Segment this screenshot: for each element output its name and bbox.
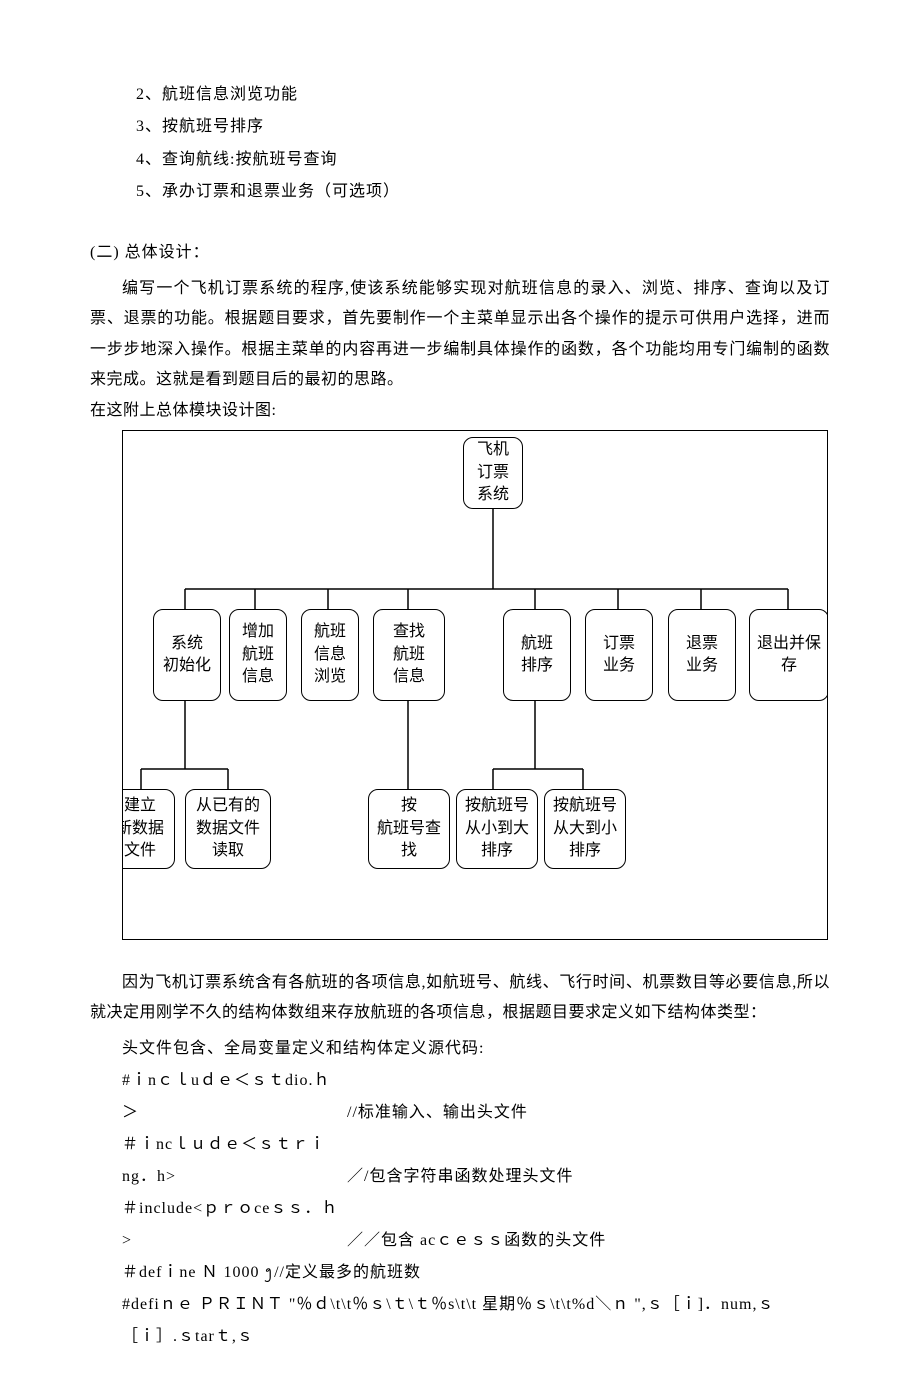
node-add-flight: 增加 航班 信息 [229, 609, 287, 701]
node-search: 查找 航班 信息 [373, 609, 445, 701]
code-line-3: ＃include<ｐｒｏceｓｓ．ｈ> ／／包含 acｃｅｓｓ函数的头文件 [122, 1193, 830, 1257]
paragraph-design: 编写一个飞机订票系统的程序,使该系统能够实现对航班信息的录入、浏览、排序、查询以… [90, 274, 830, 396]
node-browse: 航班 信息 浏览 [301, 609, 359, 701]
list-item-5: 5、承办订票和退票业务（可选项） [136, 177, 830, 207]
node-refund: 退票 业务 [668, 609, 736, 701]
node-read-file: 从已有的 数据文件 读取 [185, 789, 271, 869]
code-line-1: #ｉnｃｌuｄｅ＜ｓｔdio.ｈ＞ //标准输入、输出头文件 [122, 1065, 830, 1129]
module-diagram: 飞机 订票 系统 系统 初始化 增加 航班 信息 航班 信息 浏览 查找 航班 … [122, 430, 828, 940]
code-line-5: #defiｎｅ ＰＲＩＮＴ "％ｄ\t\t％ｓ\ｔ\ｔ％s\t\t 星期％ｓ\t… [122, 1289, 830, 1353]
node-new-file: 建立 新数据 文件 [122, 789, 175, 869]
code-line-4: ＃defｉne Ｎ 1000 ᪂//定义最多的航班数 [122, 1257, 830, 1289]
node-sort: 航班 排序 [503, 609, 571, 701]
node-init: 系统 初始化 [153, 609, 221, 701]
code-header: 头文件包含、全局变量定义和结构体定义源代码: [122, 1033, 830, 1065]
code-block: 头文件包含、全局变量定义和结构体定义源代码: #ｉnｃｌuｄｅ＜ｓｔdio.ｈ＞… [90, 1033, 830, 1353]
paragraph-diagram-intro: 在这附上总体模块设计图: [90, 396, 830, 426]
node-exit-save: 退出并保 存 [749, 609, 828, 701]
section-2-title: (二) 总体设计： [90, 238, 830, 268]
node-book: 订票 业务 [585, 609, 653, 701]
list-item-4: 4、查询航线:按航班号查询 [136, 145, 830, 175]
list-item-2: 2、航班信息浏览功能 [136, 80, 830, 110]
node-search-by-no: 按 航班号查 找 [368, 789, 450, 869]
paragraph-struct: 因为飞机订票系统含有各航班的各项信息,如航班号、航线、飞行时间、机票数目等必要信… [90, 968, 830, 1029]
node-sort-asc: 按航班号 从小到大 排序 [456, 789, 538, 869]
node-root: 飞机 订票 系统 [463, 437, 523, 509]
code-line-2: ＃ｉncｌｕｄｅ＜ｓｔｒｉng．h> ／/包含字符串函数处理头文件 [122, 1129, 830, 1193]
list-item-3: 3、按航班号排序 [136, 112, 830, 142]
node-sort-desc: 按航班号 从大到小 排序 [544, 789, 626, 869]
